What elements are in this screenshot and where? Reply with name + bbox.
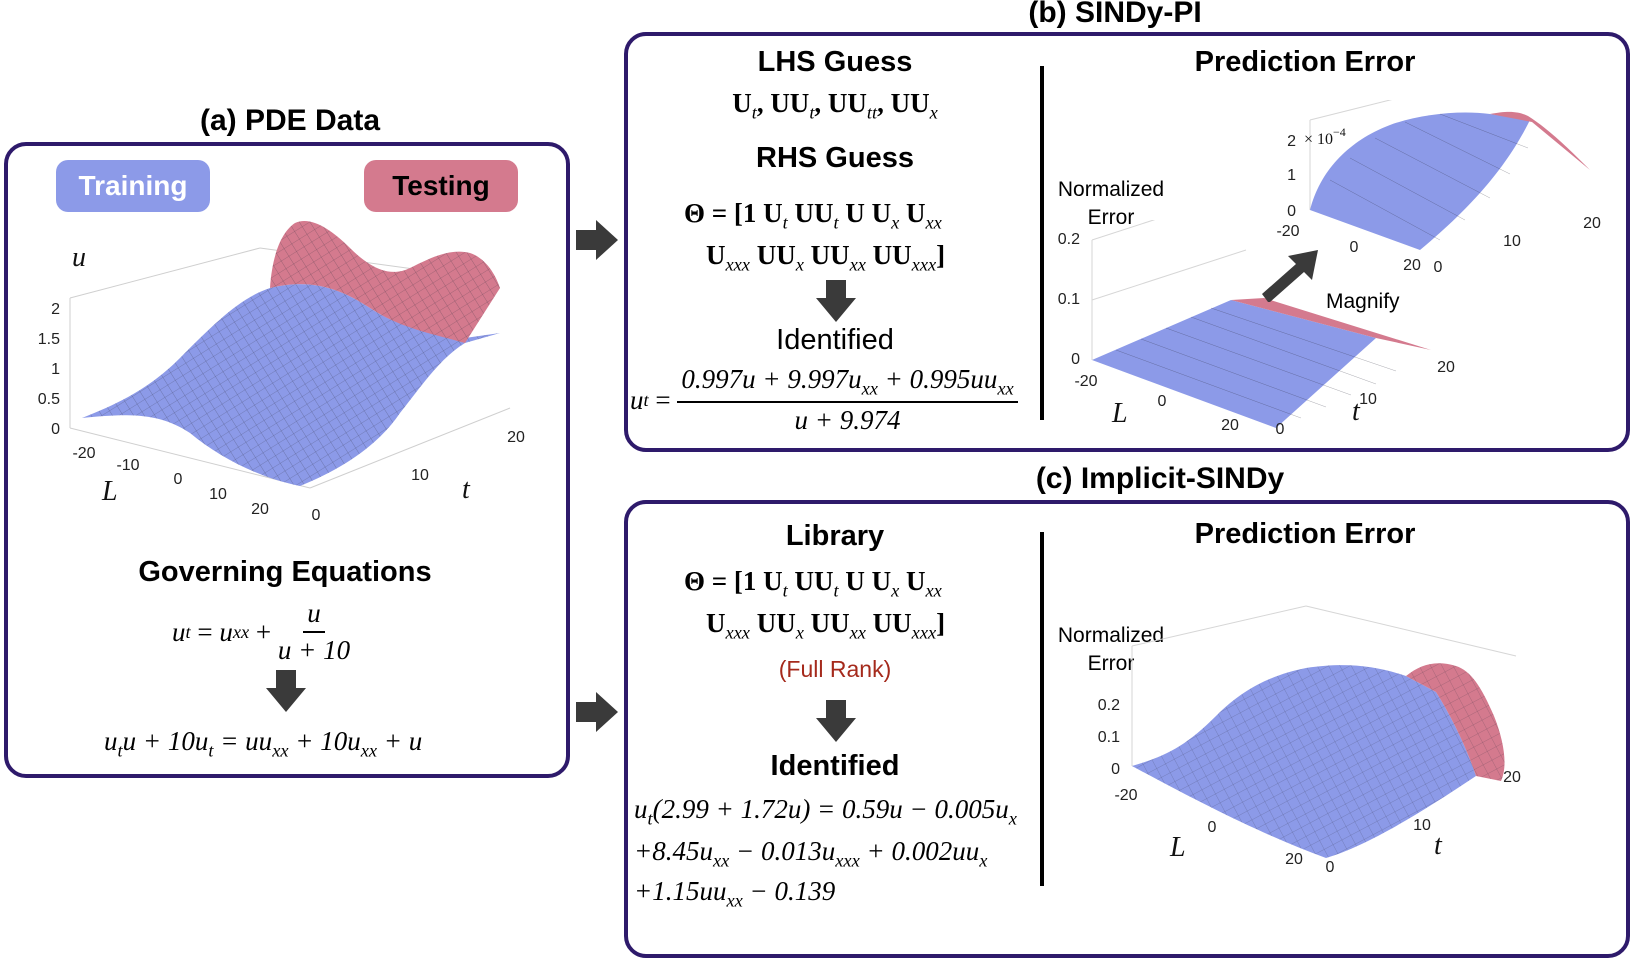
panel-b-divider [1040,66,1044,420]
governing-equations-title: Governing Equations [138,556,432,588]
z-tick: 0.2 [1098,697,1120,714]
y-tick: 10 [1413,817,1431,834]
x-tick: 20 [251,501,269,518]
panel-c-divider [1040,532,1044,886]
panel-b-title: (b) SINDy-PI [1028,0,1202,29]
right-arrow-icon [576,220,618,260]
z-axis-label: u [72,242,86,273]
prediction-error-title-b: Prediction Error [1194,46,1416,78]
x-tick: -20 [1276,223,1299,240]
magnify-arrow-icon [1262,250,1318,302]
y-tick: 20 [1583,215,1601,232]
panel-c-frame [624,500,1630,958]
y-tick: 20 [1437,359,1455,376]
rhs-guess-title: RHS Guess [756,142,914,174]
library-title: Library [785,520,885,552]
x-tick: 20 [1285,851,1303,868]
rhs-theta-line-2: Uxxx UUx UUxx UUxxx] [706,240,946,275]
z-tick: 2 [1287,133,1296,150]
full-rank-label: (Full Rank) [778,656,892,682]
library-theta-line-1: Θ = [1 Ut UUt U Ux Uxx [684,566,942,601]
y-axis-label: t [462,474,471,505]
y-tick: 0 [312,507,321,524]
prediction-error-title-c: Prediction Error [1194,518,1416,550]
testing-badge: Testing [364,160,518,212]
y-tick: 20 [507,429,525,446]
implicit-sindy-error-plot: 0.2 0.1 0 -20 0 20 0 10 20 L t [1098,605,1521,876]
identified-equation-c-line-3: +1.15uuxx − 0.139 [634,876,836,911]
sindy-pi-error-surface-blue [1092,300,1376,428]
x-tick: 20 [1221,417,1239,434]
down-arrow-icon [816,280,856,322]
z-tick: 0.1 [1098,729,1120,746]
y-axis-label: t [1434,830,1443,861]
x-tick: -20 [72,445,95,462]
sindy-pi-error-plot: 0.2 0.1 0 -20 0 20 0 10 20 L t [1058,220,1455,438]
identified-equation-c-line-1: ut(2.99 + 1.72u) = 0.59u − 0.005ux [634,794,1017,829]
down-arrow-icon [266,670,306,712]
identified-equation-c-line-2: +8.45uxx − 0.013uxxx + 0.002uux [634,836,988,871]
panel-a-title: (a) PDE Data [199,104,381,137]
x-tick: 10 [209,486,227,503]
rhs-theta-line-1: Θ = [1 Ut UUt U Ux Uxx [684,198,942,233]
z-tick: 0 [1287,203,1296,220]
training-badge: Training [56,160,210,212]
z-tick: 1.5 [38,331,60,348]
y-tick: 10 [1503,233,1521,250]
x-tick: -20 [1074,373,1097,390]
z-tick: 0.5 [38,391,60,408]
lhs-guess-title: LHS Guess [757,46,913,78]
panel-a-frame [4,142,570,778]
y-tick: 0 [1434,259,1443,276]
magnified-error-inset-plot: 2 1 0 × 10−4 -20 0 20 0 10 20 [1276,100,1601,276]
panel-c-title: (c) Implicit-SINDy [1035,462,1285,495]
z-tick: 0 [1111,761,1120,778]
y-tick: 10 [1359,391,1377,408]
x-axis-label: L [101,476,118,507]
panel-b-frame [624,32,1630,452]
down-arrow-icon [816,700,856,742]
lhs-guess-terms: Ut, UUt, UUtt, UUx [732,88,938,123]
sindy-pi-error-surface-red [1231,298,1431,350]
right-arrow-icon [576,692,618,732]
x-axis-label: L [1169,832,1186,863]
z-tick: 1 [1287,167,1296,184]
inset-exponent: × 10−4 [1304,125,1346,148]
z-tick: 2 [51,301,60,318]
x-tick: 0 [1208,819,1217,836]
x-tick: 20 [1403,257,1421,274]
normalized-error-label-c: Normalized Error [1057,624,1165,675]
x-axis-label: L [1111,398,1128,429]
z-tick: 1 [51,361,60,378]
x-tick: 0 [174,471,183,488]
library-theta-line-2: Uxxx UUx UUxx UUxxx] [706,608,946,643]
z-tick: 0.1 [1058,291,1080,308]
governing-equation-2: utu + 10ut = uuxx + 10uxx + u [104,726,423,761]
magnify-label: Magnify [1326,290,1400,313]
x-tick: 0 [1158,393,1167,410]
y-tick: 10 [411,467,429,484]
z-tick: 0 [51,421,60,438]
inset-surface-blue [1310,112,1530,250]
y-tick: 20 [1503,769,1521,786]
identified-title-b: Identified [776,324,894,356]
y-tick: 0 [1326,859,1335,876]
x-tick: -20 [1114,787,1137,804]
x-tick: 0 [1350,239,1359,256]
normalized-error-label-b: Normalized Error [1057,178,1165,229]
y-tick: 0 [1276,421,1285,438]
y-axis-label: t [1352,396,1361,427]
z-tick: 0.2 [1058,231,1080,248]
identified-title-c: Identified [770,750,900,782]
z-tick: 0 [1071,351,1080,368]
pde-data-surface-plot: 2 1.5 1 0.5 0 u -20 -10 0 10 20 L 0 10 2… [38,220,525,524]
x-tick: -10 [116,457,139,474]
